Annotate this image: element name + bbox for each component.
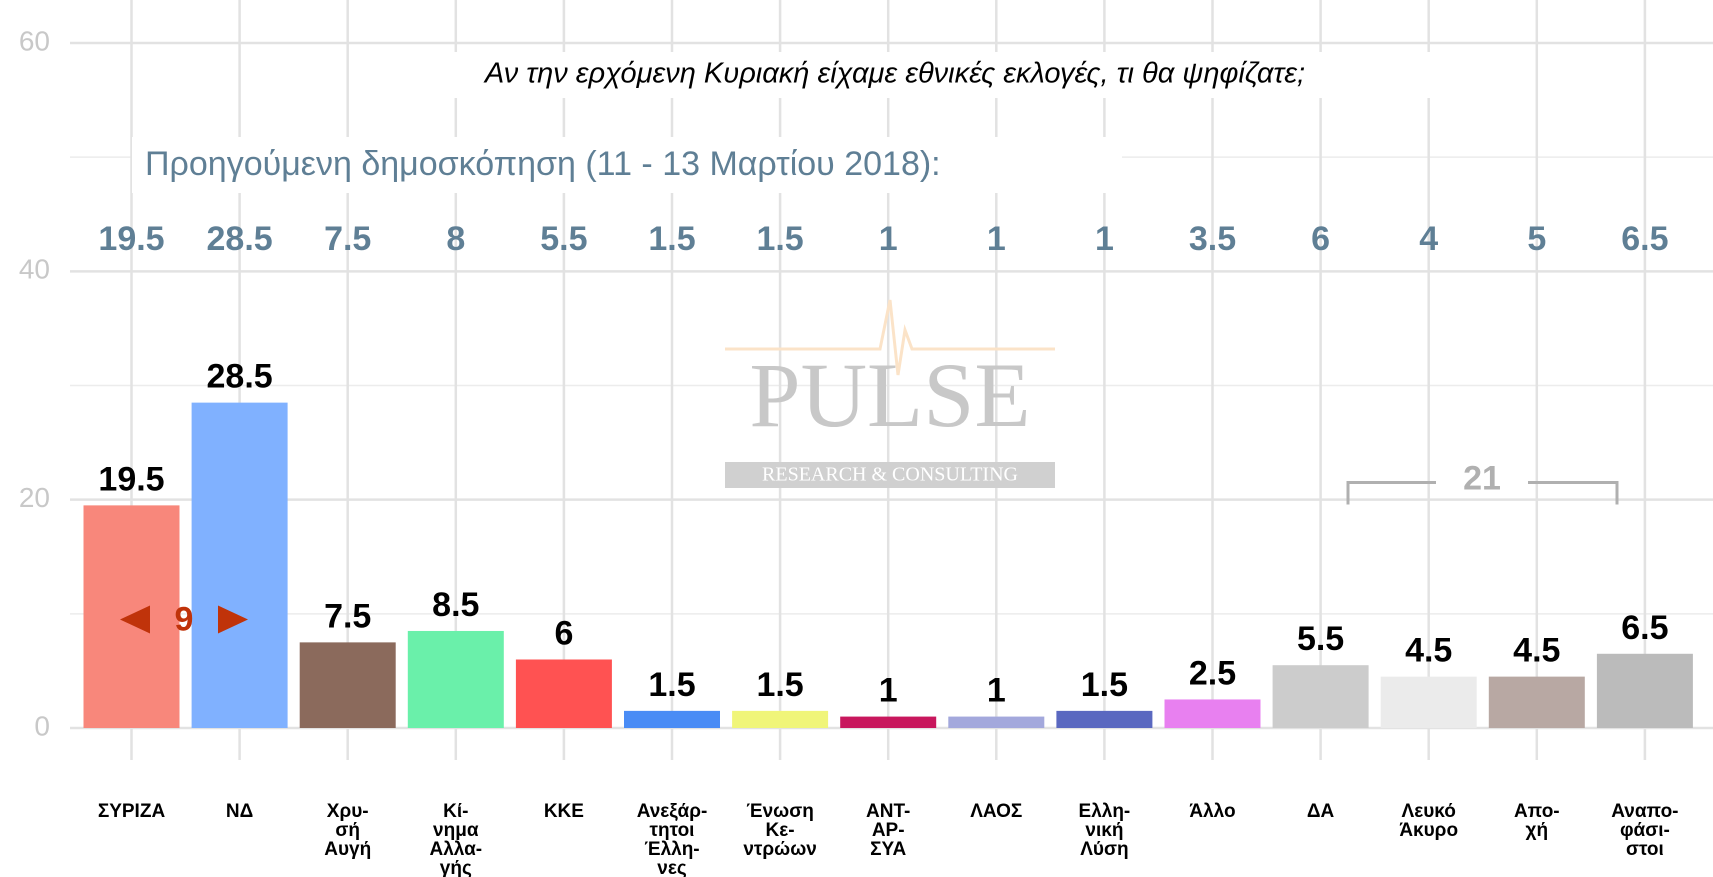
previous-value: 1 [1095, 220, 1114, 258]
watermark-band [725, 462, 1055, 488]
data-label: 1 [987, 672, 1006, 710]
previous-value: 4 [1419, 220, 1438, 258]
previous-value: 7.5 [324, 220, 371, 258]
gap-arrow-right [218, 605, 248, 634]
previous-value: 1.5 [648, 220, 695, 258]
data-label: 1.5 [1081, 666, 1128, 704]
data-label: 19.5 [98, 460, 164, 498]
x-tick-label: Αναπο-φάσι-στοι [1611, 801, 1678, 860]
previous-value: 5.5 [540, 220, 587, 258]
data-label: 28.5 [207, 358, 273, 396]
previous-value: 1 [987, 220, 1006, 258]
previous-value: 1.5 [756, 220, 803, 258]
watermark-name: PULSE [749, 344, 1030, 446]
data-label: 2.5 [1189, 654, 1236, 692]
x-tick-label: Ένωση Κε-ντρώων [743, 801, 816, 860]
previous-label: Προηγούμενη δημοσκόπηση (11 - 13 Μαρτίου… [145, 145, 941, 183]
data-label: 1 [879, 672, 898, 710]
bar [299, 642, 396, 728]
x-tick-label: Κί-νημα Αλλα-γής [429, 801, 482, 877]
data-label: 4.5 [1513, 632, 1560, 670]
bar [1488, 676, 1585, 728]
x-tick-label: ΛΑΟΣ [970, 801, 1022, 822]
x-tick-label: ΝΔ [226, 801, 253, 822]
x-tick-label: Ανεξάρ-τητοι Έλλη-νες [637, 801, 708, 877]
bracket-label: 21 [1463, 460, 1501, 498]
y-tick-label: 60 [19, 25, 50, 56]
gap-arrow-left [120, 605, 150, 634]
previous-value: 3.5 [1189, 220, 1236, 258]
bar [948, 716, 1045, 728]
gap-label: 9 [175, 601, 194, 639]
bar [1596, 653, 1693, 728]
bar [515, 659, 612, 728]
data-label: 6.5 [1621, 609, 1668, 647]
data-label: 1.5 [756, 666, 803, 704]
bar [1056, 710, 1153, 728]
data-label: 8.5 [432, 586, 479, 624]
previous-value: 6.5 [1621, 220, 1668, 258]
grid [70, 0, 1713, 760]
x-tick-label: Λευκό Άκυρο [1399, 801, 1458, 841]
x-tick-label: Χρυ-σή Αυγή [324, 801, 371, 860]
y-tick-label: 20 [19, 482, 50, 513]
previous-value: 19.5 [98, 220, 164, 258]
previous-value: 5 [1527, 220, 1546, 258]
x-tick-label: Ελλη-νική Λύση [1079, 801, 1131, 860]
bar [840, 716, 937, 728]
data-label: 1.5 [648, 666, 695, 704]
bar [191, 402, 288, 728]
subtitle-bg [132, 137, 1122, 193]
previous-value: 6 [1311, 220, 1330, 258]
watermark-sub: RESEARCH & CONSULTING [762, 464, 1018, 486]
x-tick-label: ΚΚΕ [544, 801, 584, 822]
previous-value: 28.5 [207, 220, 273, 258]
data-label: 6 [554, 614, 573, 652]
x-tick-label: Απο-χή [1514, 801, 1560, 841]
x-tick-label: ΑΝΤ-ΑΡ-ΣΥΑ [866, 801, 910, 860]
bar [1272, 665, 1369, 728]
data-label: 5.5 [1297, 620, 1344, 658]
bar [732, 710, 829, 728]
bar [1380, 676, 1477, 728]
previous-value: 8 [446, 220, 465, 258]
y-tick-label: 40 [19, 254, 50, 285]
y-tick-label: 0 [34, 710, 50, 741]
watermark-pulse-line [725, 299, 1055, 376]
data-label: 4.5 [1405, 632, 1452, 670]
x-tick-label: ΣΥΡΙΖΑ [98, 801, 166, 822]
bracket [1346, 481, 1619, 505]
x-tick-label: ΔΑ [1307, 801, 1335, 822]
plot: 0 20 40 60 19.5 19.5 ΣΥΡΙΖΑ 28.5 28.5 ΝΔ 7.5 7.5 Χρυ… [19, 25, 1693, 877]
data-label: 7.5 [324, 597, 371, 635]
x-tick-label: Άλλο [1189, 801, 1235, 822]
bar [624, 710, 720, 728]
bar [407, 630, 504, 728]
watermark: PULSE RESEARCH & CONSULTING [725, 299, 1055, 488]
previous-value: 1 [879, 220, 898, 258]
bar [1164, 699, 1261, 728]
chart-title: Αν την ερχόμενη Κυριακή είχαμε εθνικές ε… [483, 58, 1305, 90]
title-bg [355, 52, 1435, 98]
